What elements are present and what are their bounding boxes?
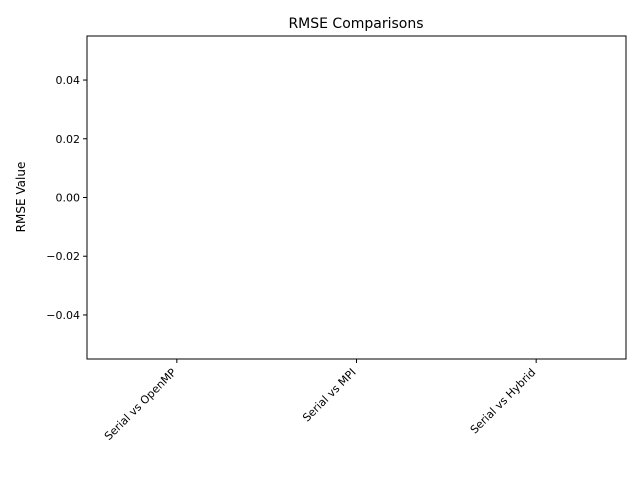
x-tick-label: Serial vs OpenMP xyxy=(102,366,179,443)
y-axis-label: RMSE Value xyxy=(14,162,28,233)
y-tick-label: 0.00 xyxy=(56,192,81,205)
x-tick-label: Serial vs Hybrid xyxy=(468,366,538,436)
y-tick-label: −0.02 xyxy=(46,250,80,263)
y-tick-label: −0.04 xyxy=(46,309,80,322)
y-tick-label: 0.04 xyxy=(56,74,81,87)
chart-title: RMSE Comparisons xyxy=(288,16,423,32)
y-tick-label: 0.02 xyxy=(56,133,81,146)
plot-area-frame xyxy=(86,35,627,360)
axis-ticks: −0.04 −0.02 0.00 0.02 0.04 Serial vs OpenMP Se… xyxy=(46,74,538,443)
x-tick-label: Serial vs MPI xyxy=(300,366,359,425)
